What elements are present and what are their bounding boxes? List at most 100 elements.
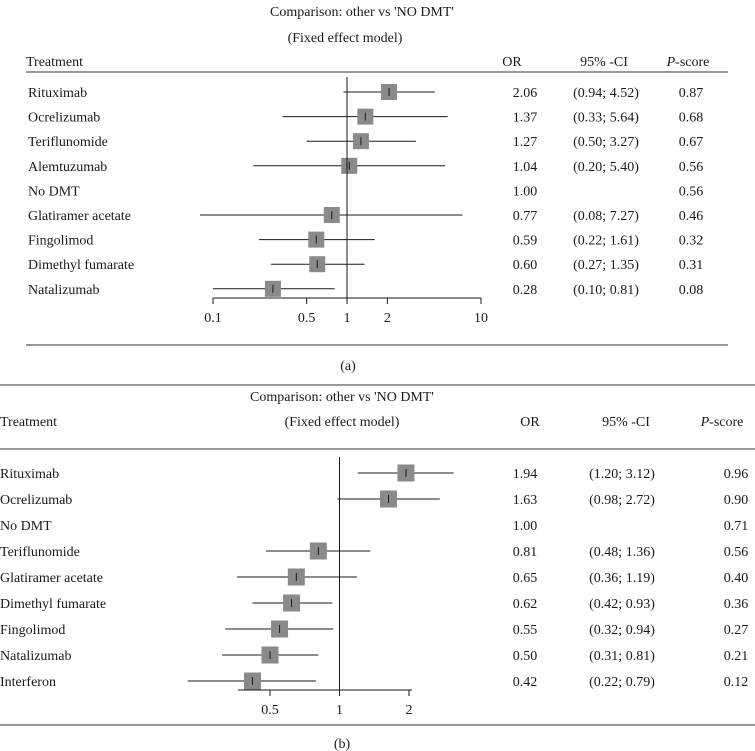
panel-a-treatment-header: Treatment [26,55,83,70]
panel-a-treatment-label: Fingolimod [28,234,93,249]
panel-a-label: (a) [340,359,356,374]
panel-b-row: Dimethyl fumarate 0.62 (0.42; 0.93) 0.36 [0,594,749,612]
panel-a-or-value: 1.27 [513,135,538,150]
panel-a-axis-tick-label: 0.1 [204,311,222,326]
panel-a-ci-header: 95% -CI [580,55,628,70]
panel-b-pscore-header-p: P [700,415,710,430]
panel-b-treatment-label: Rituximab [0,467,59,482]
panel-a-row: Rituximab 2.06 (0.94; 4.52) 0.87 [28,84,703,101]
panel-b-ci-value: (0.22; 0.79) [589,675,655,690]
panel-a-or-value: 1.00 [513,184,538,199]
panel-b-treatment-label: Interferon [0,675,56,690]
panel-b-treatment-label: Teriflunomide [0,545,80,560]
panel-a-or-value: 1.37 [513,111,538,126]
panel-a-pscore-header-p: P [666,55,676,70]
panel-b-treatment-label: Ocrelizumab [0,493,72,508]
panel-a-treatment-label: Dimethyl fumarate [28,258,134,273]
panel-a-ci-value: (0.20; 5.40) [573,160,639,175]
panel-a-pscore-header-suffix: -score [675,55,709,70]
panel-b-x-axis: 0.5 1 2 [238,457,413,718]
panel-a-treatment-label: Glatiramer acetate [28,209,131,224]
panel-b-pscore-value: 0.56 [724,545,749,560]
panel-a-or-value: 0.77 [513,209,538,224]
panel-b-pscore-header: P-score [700,415,744,430]
panel-a-treatment-label: Natalizumab [28,283,100,298]
panel-a-treatment-label: Teriflunomide [28,135,108,150]
panel-b-or-value: 0.50 [513,649,538,664]
panel-a-x-axis: 0.1 0.5 1 2 10 [204,77,488,326]
panel-a-pscore-value: 0.32 [679,234,704,249]
panel-a-axis-tick-label: 10 [474,311,488,326]
panel-a-ci-value: (0.94; 4.52) [573,86,639,101]
panel-a-or-value: 0.28 [513,283,538,298]
panel-b-pscore-header-suffix: -score [709,415,743,430]
panel-b-row: Teriflunomide 0.81 (0.48; 1.36) 0.56 [0,542,749,560]
panel-b: Comparison: other vs 'NO DMT' (Fixed eff… [0,384,755,751]
panel-b-or-value: 1.00 [513,519,538,534]
panel-b-or-value: 0.62 [513,597,538,612]
panel-b-title: Comparison: other vs 'NO DMT' [250,390,434,405]
panel-a-ci-value: (0.33; 5.64) [573,111,639,126]
panel-b-or-header: OR [520,415,540,430]
panel-b-row: Rituximab 1.94 (1.20; 3.12) 0.96 [0,464,749,482]
panel-a-pscore-value: 0.56 [679,160,704,175]
panel-a-row: No DMT 1.00 0.56 [28,184,703,199]
panel-a-pscore-header: P-score [666,55,710,70]
panel-b-pscore-value: 0.90 [724,493,749,508]
panel-b-ci-value: (1.20; 3.12) [589,467,655,482]
panel-b-or-value: 0.55 [513,623,538,638]
panel-b-pscore-value: 0.21 [724,649,749,664]
panel-a-treatment-label: Ocrelizumab [28,111,100,126]
panel-b-pscore-value: 0.36 [724,597,749,612]
panel-b-ci-value: (0.42; 0.93) [589,597,655,612]
panel-b-ci-value: (0.36; 1.19) [589,571,655,586]
panel-a-or-value: 0.60 [513,258,538,273]
panel-b-row: Fingolimod 0.55 (0.32; 0.94) 0.27 [0,620,749,638]
panel-a-pscore-value: 0.67 [679,135,704,150]
panel-a-axis-tick-label: 2 [384,311,391,326]
panel-a-or-value: 0.59 [513,234,538,249]
panel-b-row: No DMT 1.00 0.71 [0,519,748,534]
panel-a-row: Natalizumab 0.28 (0.10; 0.81) 0.08 [28,280,704,298]
panel-b-treatment-label: No DMT [0,519,52,534]
panel-a-row: Glatiramer acetate 0.77 (0.08; 7.27) 0.46 [28,207,703,224]
panel-b-treatment-label: Glatiramer acetate [0,571,103,586]
panel-a-axis-tick-label: 1 [344,311,351,326]
panel-b-treatment-label: Dimethyl fumarate [0,597,106,612]
panel-a-or-header: OR [502,55,522,70]
panel-a-subtitle: (Fixed effect model) [288,31,403,46]
panel-b-treatment-label: Natalizumab [0,649,72,664]
panel-b-pscore-value: 0.40 [724,571,749,586]
panel-a-rows: Rituximab 2.06 (0.94; 4.52) 0.87 Ocrelizumab… [28,84,703,298]
panel-a-ci-value: (0.27; 1.35) [573,258,639,273]
panel-a-pscore-value: 0.08 [679,283,704,298]
panel-b-row: Ocrelizumab 1.63 (0.98; 2.72) 0.90 [0,490,749,508]
panel-b-or-value: 0.65 [513,571,538,586]
panel-a-or-value: 1.04 [513,160,538,175]
panel-b-axis-tick-label: 2 [406,703,413,718]
panel-a-pscore-value: 0.31 [679,258,704,273]
panel-b-pscore-value: 0.71 [724,519,749,534]
panel-a-row: Alemtuzumab 1.04 (0.20; 5.40) 0.56 [28,157,704,175]
panel-b-treatment-header: Treatment [0,415,57,430]
panel-b-ci-value: (0.48; 1.36) [589,545,655,560]
panel-a-treatment-label: Rituximab [28,86,87,101]
panel-b-ci-value: (0.32; 0.94) [589,623,655,638]
panel-b-treatment-label: Fingolimod [0,623,65,638]
panel-b-pscore-value: 0.96 [724,467,749,482]
panel-b-label: (b) [334,737,351,751]
panel-a-pscore-value: 0.56 [679,184,704,199]
panel-a-row: Teriflunomide 1.27 (0.50; 3.27) 0.67 [28,133,703,150]
panel-b-subtitle: (Fixed effect model) [285,415,400,430]
panel-b-pscore-value: 0.12 [724,675,749,690]
panel-a-pscore-value: 0.46 [679,209,704,224]
panel-a-row: Ocrelizumab 1.37 (0.33; 5.64) 0.68 [28,108,703,126]
panel-b-pscore-value: 0.27 [724,623,749,638]
panel-a-treatment-label: Alemtuzumab [28,160,107,175]
panel-b-or-value: 0.42 [513,675,538,690]
panel-b-or-value: 1.94 [513,467,538,482]
panel-b-ci-value: (0.98; 2.72) [589,493,655,508]
panel-b-or-value: 0.81 [513,545,538,560]
panel-b-row: Glatiramer acetate 0.65 (0.36; 1.19) 0.40 [0,568,749,586]
